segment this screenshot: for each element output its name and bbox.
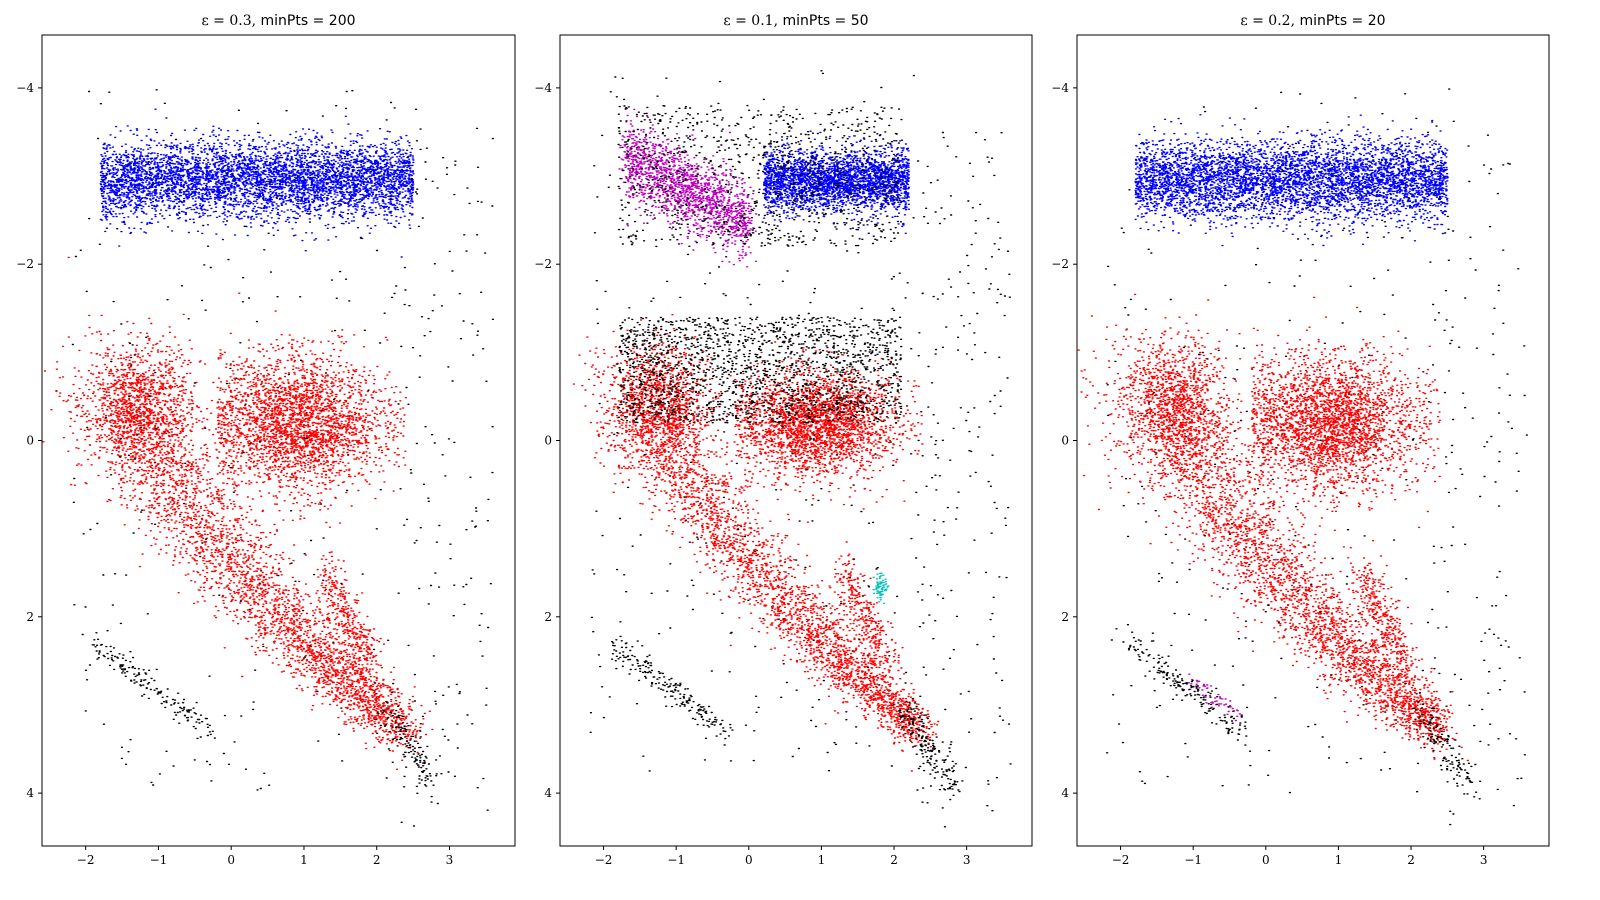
title-eps: ε = 0.1,: [723, 13, 782, 29]
y-tick-label: 2: [26, 610, 34, 624]
title-eps: ε = 0.2,: [1240, 13, 1299, 29]
x-tick-label: 3: [1480, 853, 1488, 867]
title-eps: ε = 0.3,: [201, 13, 260, 29]
title-minpts: minPts = 200: [261, 13, 356, 29]
x-tick-label: 1: [300, 853, 308, 867]
y-tick-label: −2: [1051, 257, 1069, 271]
scatter-panel-1: −2 −1 0 1 2 3 −4 −2 0 2 4 ε = 0.3, minPts = 200: [16, 13, 516, 867]
y-tick-label: 4: [544, 786, 552, 800]
x-tick-label: 2: [890, 853, 898, 867]
x-tick-label: 3: [963, 853, 971, 867]
x-tick-label: 2: [373, 853, 381, 867]
x-tick-label: −1: [1184, 853, 1202, 867]
x-tick-label: 0: [745, 853, 753, 867]
series-cluster-2: [618, 107, 758, 268]
y-tick-label: −4: [534, 81, 552, 95]
series-noise-2: [71, 89, 495, 827]
panel-title: ε = 0.3, minPts = 200: [201, 13, 355, 29]
y-tick-label: 0: [1061, 434, 1069, 448]
y-tick-label: 0: [544, 434, 552, 448]
y-tick-label: 4: [1061, 786, 1069, 800]
series-cluster-0: [42, 256, 434, 770]
y-tick-label: −2: [534, 257, 552, 271]
x-tick-label: −2: [77, 853, 95, 867]
y-tick-label: −2: [16, 257, 34, 271]
panel-title: ε = 0.1, minPts = 50: [723, 13, 868, 29]
series-cluster-3: [872, 572, 890, 605]
x-tick-label: −2: [595, 853, 613, 867]
x-tick-label: −1: [150, 853, 168, 867]
x-tick-label: 2: [1407, 853, 1415, 867]
panel-title: ε = 0.2, minPts = 20: [1240, 13, 1385, 29]
scatter-panel-3: −2 −1 0 1 2 3 −4 −2 0 2 4 ε = 0.2, minPts = 20: [1051, 13, 1550, 867]
series-cluster-1: [1134, 114, 1449, 247]
x-tick-label: −2: [1112, 853, 1130, 867]
series-cluster-1: [762, 130, 911, 234]
scatter-panel-2: −2 −1 0 1 2 3 −4 −2 0 2 4 ε = 0.1, minPts = 50: [534, 13, 1033, 867]
y-tick-label: 4: [26, 786, 34, 800]
series-cluster-0: [572, 314, 940, 772]
y-tick-label: 2: [1061, 610, 1069, 624]
y-tick-label: −4: [16, 81, 34, 95]
series-cluster-0: [1077, 293, 1469, 762]
x-tick-label: −1: [667, 853, 685, 867]
title-minpts: minPts = 50: [782, 13, 868, 29]
x-tick-label: 0: [1262, 853, 1270, 867]
y-tick-label: 0: [26, 434, 34, 448]
x-tick-label: 0: [227, 853, 235, 867]
series-cluster-2: [1187, 673, 1243, 722]
x-tick-label: 1: [1335, 853, 1343, 867]
y-tick-label: −4: [1051, 81, 1069, 95]
series-cluster-1: [99, 108, 415, 258]
x-tick-label: 1: [818, 853, 826, 867]
y-tick-label: 2: [544, 610, 552, 624]
title-minpts: minPts = 20: [1299, 13, 1385, 29]
x-tick-label: 3: [446, 853, 454, 867]
series-noise-3: [1106, 88, 1528, 826]
series-noise-4: [589, 70, 1012, 828]
